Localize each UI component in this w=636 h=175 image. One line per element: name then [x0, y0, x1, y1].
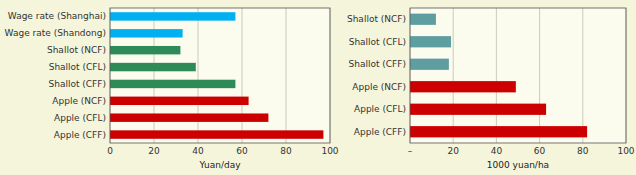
- category-label: Apple (CFL): [54, 113, 106, 123]
- grid-line: [286, 8, 287, 143]
- x-tick-label: 20: [447, 146, 459, 156]
- category-label: Shallot (NCF): [347, 14, 406, 24]
- category-label: Shallot (CFF): [349, 59, 407, 69]
- bar: [110, 12, 235, 20]
- x-tick-label: –: [408, 146, 413, 156]
- category-label: Apple (NCF): [52, 96, 106, 106]
- x-ticks: 0 20 40 60 80 100: [107, 146, 339, 156]
- x-tick-label: 80: [577, 146, 589, 156]
- bar: [410, 126, 587, 137]
- category-label: Apple (CFF): [354, 127, 406, 137]
- bar: [410, 81, 516, 92]
- bar: [410, 36, 451, 47]
- x-tick-label: 60: [534, 146, 546, 156]
- grid-line: [198, 8, 199, 143]
- plot-area: [410, 8, 626, 143]
- grid: [110, 8, 330, 143]
- bar: [410, 104, 546, 115]
- category-label: Wage rate (Shanghai): [8, 11, 106, 21]
- x-tick-label: 100: [617, 146, 634, 156]
- grid-line: [242, 8, 243, 143]
- bars: [410, 14, 587, 138]
- category-label: Shallot (CFF): [49, 79, 107, 89]
- x-axis-label: 1000 yuan/ha: [487, 160, 549, 170]
- x-tick-label: 60: [236, 146, 248, 156]
- x-tick-label: 80: [280, 146, 292, 156]
- grid-line: [539, 8, 540, 143]
- bar: [110, 46, 180, 54]
- chart: –20406080100Shallot (NCF)Shallot (CFL)Sh…: [347, 8, 635, 170]
- category-label: Shallot (NCF): [47, 45, 106, 55]
- frame: [110, 8, 330, 143]
- x-ticks: – 20 40 60 80 100: [408, 146, 635, 156]
- x-tick-label: 20: [148, 146, 160, 156]
- grid-line: [582, 8, 583, 143]
- y-ticks: Shallot (NCF) Shallot (CFL) Shallot (CFF) A…: [347, 14, 406, 137]
- y-ticks: Wage rate (Shanghai) Wage rate (Shandong)…: [5, 11, 106, 139]
- bar: [110, 130, 323, 138]
- bar: [110, 29, 183, 37]
- x-tick-label: 40: [491, 146, 503, 156]
- grid: [410, 8, 626, 143]
- category-label: Wage rate (Shandong): [5, 28, 106, 38]
- category-label: Apple (NCF): [352, 82, 406, 92]
- x-tick-label: 100: [321, 146, 338, 156]
- x-tick-label: 0: [107, 146, 113, 156]
- grid-line: [496, 8, 497, 143]
- frame: [410, 8, 626, 143]
- chart: 020406080100Wage rate (Shanghai)Wage rat…: [5, 8, 339, 170]
- category-label: Shallot (CFL): [49, 62, 106, 72]
- bar: [110, 63, 196, 71]
- chart-canvas: 020406080100Wage rate (Shanghai)Wage rat…: [0, 0, 636, 175]
- grid-line: [453, 8, 454, 143]
- page: {"chart_data": [ {"type": "bar", "orient…: [0, 0, 636, 175]
- x-tick-label: 40: [192, 146, 204, 156]
- plot-area: [110, 8, 330, 143]
- bars: [110, 12, 323, 139]
- category-label: Apple (CFL): [354, 104, 406, 114]
- grid-line: [154, 8, 155, 143]
- category-label: Apple (CFF): [54, 130, 106, 140]
- category-label: Shallot (CFL): [349, 37, 406, 47]
- x-axis-label: Yuan/day: [199, 160, 242, 170]
- bar: [410, 14, 436, 25]
- bar: [110, 97, 249, 105]
- bar: [110, 80, 235, 88]
- bar: [410, 59, 449, 70]
- bar: [110, 113, 268, 121]
